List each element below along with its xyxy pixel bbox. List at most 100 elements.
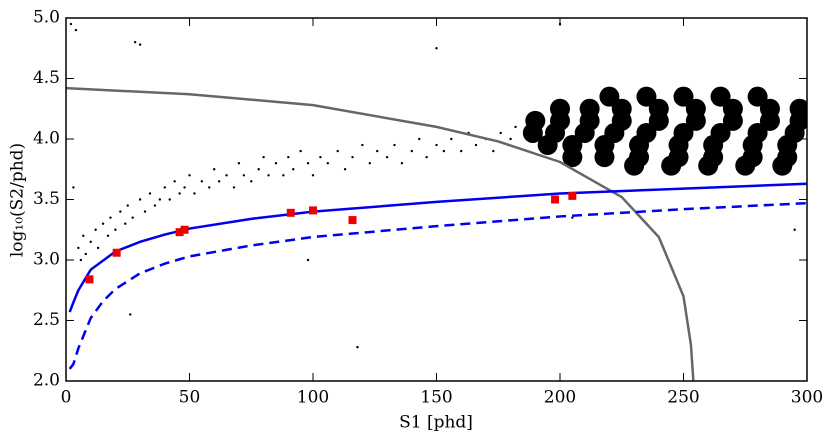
data-point <box>89 240 92 244</box>
data-point <box>492 149 495 153</box>
data-point <box>551 195 560 204</box>
data-point <box>594 147 615 168</box>
x-tick-label: 300 <box>791 388 823 408</box>
x-tick-label: 200 <box>544 388 576 408</box>
data-point <box>435 143 438 147</box>
data-point <box>351 155 354 159</box>
data-point <box>376 149 379 153</box>
data-point <box>69 22 73 26</box>
y-tick-label: 4.5 <box>33 68 60 88</box>
data-point <box>129 313 132 316</box>
data-point <box>217 180 221 183</box>
data-point <box>188 174 191 177</box>
data-point <box>624 155 645 176</box>
data-point <box>213 168 216 171</box>
data-point <box>336 149 339 153</box>
data-point <box>250 180 253 183</box>
data-point <box>571 216 574 219</box>
data-point <box>698 155 719 176</box>
data-point <box>131 216 134 219</box>
data-point <box>361 143 364 147</box>
curve <box>68 182 807 313</box>
curve <box>68 201 807 370</box>
data-point <box>673 86 694 107</box>
data-point <box>242 174 246 177</box>
data-point <box>72 186 75 189</box>
data-point <box>163 186 166 189</box>
data-point <box>400 162 404 165</box>
data-point <box>282 174 285 177</box>
data-point <box>568 191 577 200</box>
data-point <box>309 206 317 215</box>
data-point <box>180 225 189 234</box>
data-point <box>460 149 463 153</box>
data-point <box>84 252 87 256</box>
data-point <box>722 110 743 131</box>
data-point <box>319 155 322 159</box>
data-point <box>356 345 359 349</box>
data-point <box>82 234 85 237</box>
data-point <box>442 149 446 153</box>
x-tick-label: 150 <box>420 388 452 408</box>
data-point <box>292 168 295 171</box>
data-point <box>562 147 583 168</box>
y-tick-label: 3.5 <box>33 189 60 209</box>
data-point <box>574 122 595 143</box>
data-point <box>124 222 127 225</box>
data-point <box>96 246 100 250</box>
data-point <box>77 246 80 250</box>
data-point <box>112 248 121 257</box>
y-tick-label: 3.0 <box>33 250 60 270</box>
data-point <box>148 192 152 195</box>
data-point <box>648 110 669 131</box>
data-point <box>759 110 780 131</box>
data-point <box>514 125 517 129</box>
data-point <box>183 186 186 189</box>
data-point <box>257 168 260 171</box>
data-point <box>393 143 396 147</box>
data-point <box>119 210 122 213</box>
data-point <box>537 135 558 156</box>
data-point <box>85 275 94 284</box>
x-tick-label: 50 <box>179 388 201 408</box>
data-point <box>178 192 181 195</box>
data-point <box>306 258 310 262</box>
data-point <box>522 122 543 143</box>
data-point <box>143 210 147 213</box>
data-point <box>287 155 290 159</box>
plot-frame <box>65 17 808 382</box>
data-point <box>138 198 142 201</box>
data-point <box>499 131 502 135</box>
data-point <box>232 186 236 189</box>
data-point <box>106 234 110 237</box>
data-point <box>153 204 157 207</box>
data-point <box>200 180 204 183</box>
data-point <box>138 43 142 46</box>
data-point <box>74 28 78 32</box>
data-point <box>109 216 112 219</box>
data-point <box>237 162 241 165</box>
data-point <box>208 186 211 189</box>
data-point <box>450 137 453 141</box>
data-point <box>168 198 171 201</box>
data-point <box>435 47 438 50</box>
data-point <box>274 162 278 165</box>
data-point <box>509 137 512 141</box>
data-point <box>735 155 756 176</box>
data-point <box>299 149 302 153</box>
y-axis-label: log₁₀(S2/phd) <box>8 143 28 257</box>
data-point <box>636 86 657 107</box>
data-point <box>126 204 129 207</box>
data-point <box>348 216 357 225</box>
data-point <box>599 86 620 107</box>
data-point <box>311 174 315 177</box>
data-point <box>158 198 162 201</box>
data-point <box>747 86 768 107</box>
data-point <box>267 174 270 177</box>
data-point <box>385 155 389 159</box>
data-point <box>425 155 428 159</box>
data-point <box>418 137 421 141</box>
data-point <box>368 162 372 165</box>
data-point <box>101 222 105 225</box>
